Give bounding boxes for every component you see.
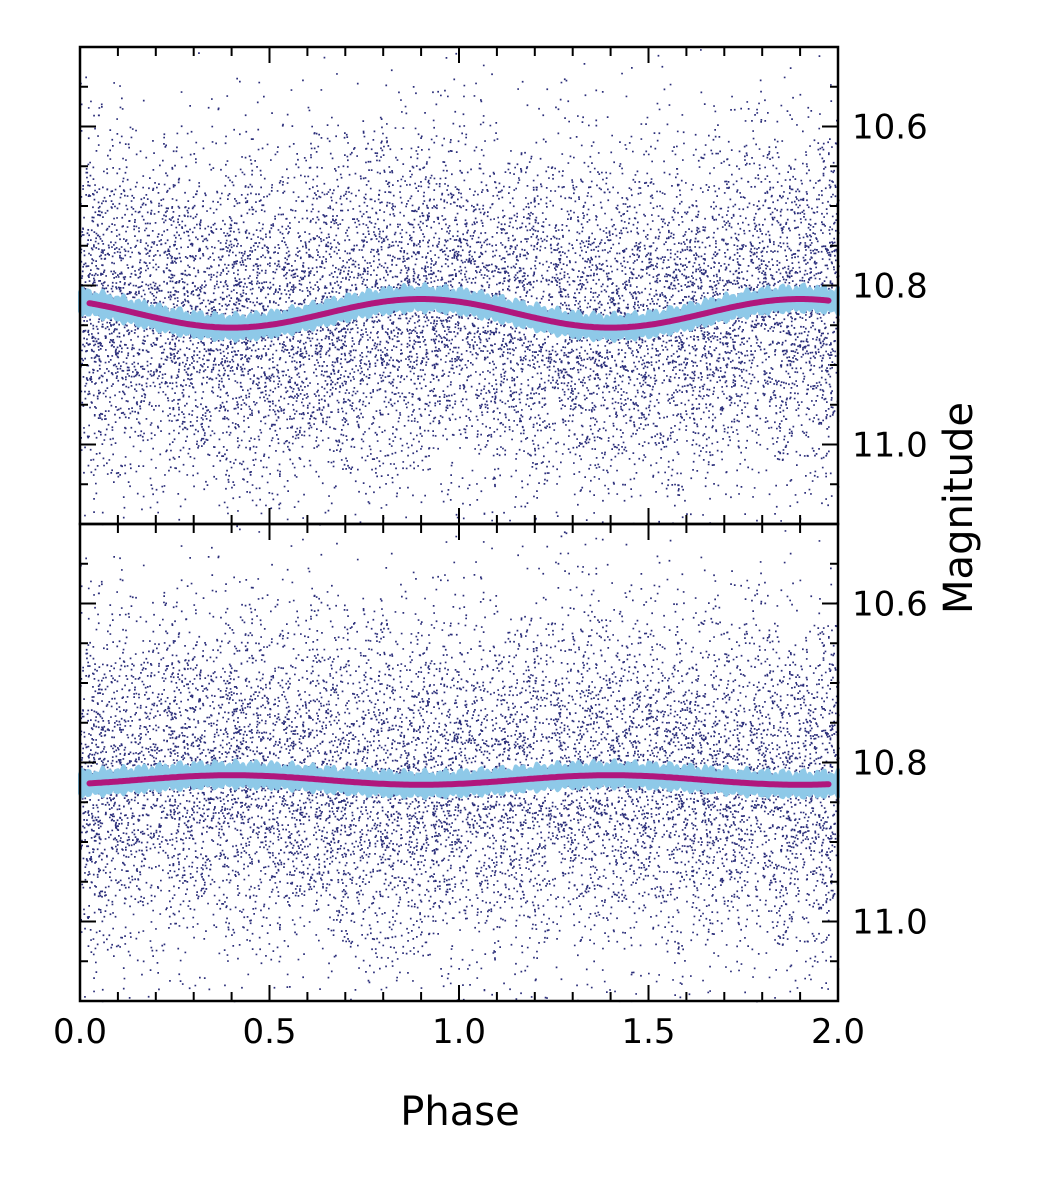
y-tick-label: 10.6	[852, 585, 928, 625]
model-curve-bottom	[86, 772, 832, 788]
model-band-top	[78, 281, 840, 343]
scatter-points-bottom	[80, 525, 840, 1003]
x-tick-label: 1.5	[621, 1012, 675, 1052]
model-band-top	[78, 281, 840, 343]
scatter-points-bottom	[80, 525, 840, 1003]
scatter-points-top	[80, 49, 840, 526]
scatter-points-top	[80, 49, 840, 526]
x-tick-label: 0.5	[242, 1012, 296, 1052]
x-tick-label: 1.0	[432, 1012, 486, 1052]
y-tick-label: 10.8	[852, 267, 928, 307]
panel-top	[78, 49, 840, 526]
x-tick-label: 0.0	[53, 1012, 107, 1052]
x-tick-label: 2.0	[811, 1012, 865, 1052]
y-tick-label: 11.0	[852, 903, 928, 943]
model-curve-top	[86, 296, 832, 331]
y-axis-label: Magnitude	[936, 402, 982, 614]
y-tick-label: 10.6	[852, 108, 928, 148]
panel-bottom	[78, 525, 840, 1003]
model-curve-bottom	[86, 772, 832, 788]
y-tick-label: 10.8	[852, 744, 928, 784]
tick-labels: 10.6 10.8 11.0 10.6 10.8 11.0 0.0 0.5 1.0 1.5 2.0	[53, 108, 928, 1053]
y-tick-label: 11.0	[852, 426, 928, 466]
model-curve-top	[86, 296, 832, 331]
axis-ticks	[80, 47, 838, 1001]
x-axis-label: Phase	[400, 1089, 519, 1135]
